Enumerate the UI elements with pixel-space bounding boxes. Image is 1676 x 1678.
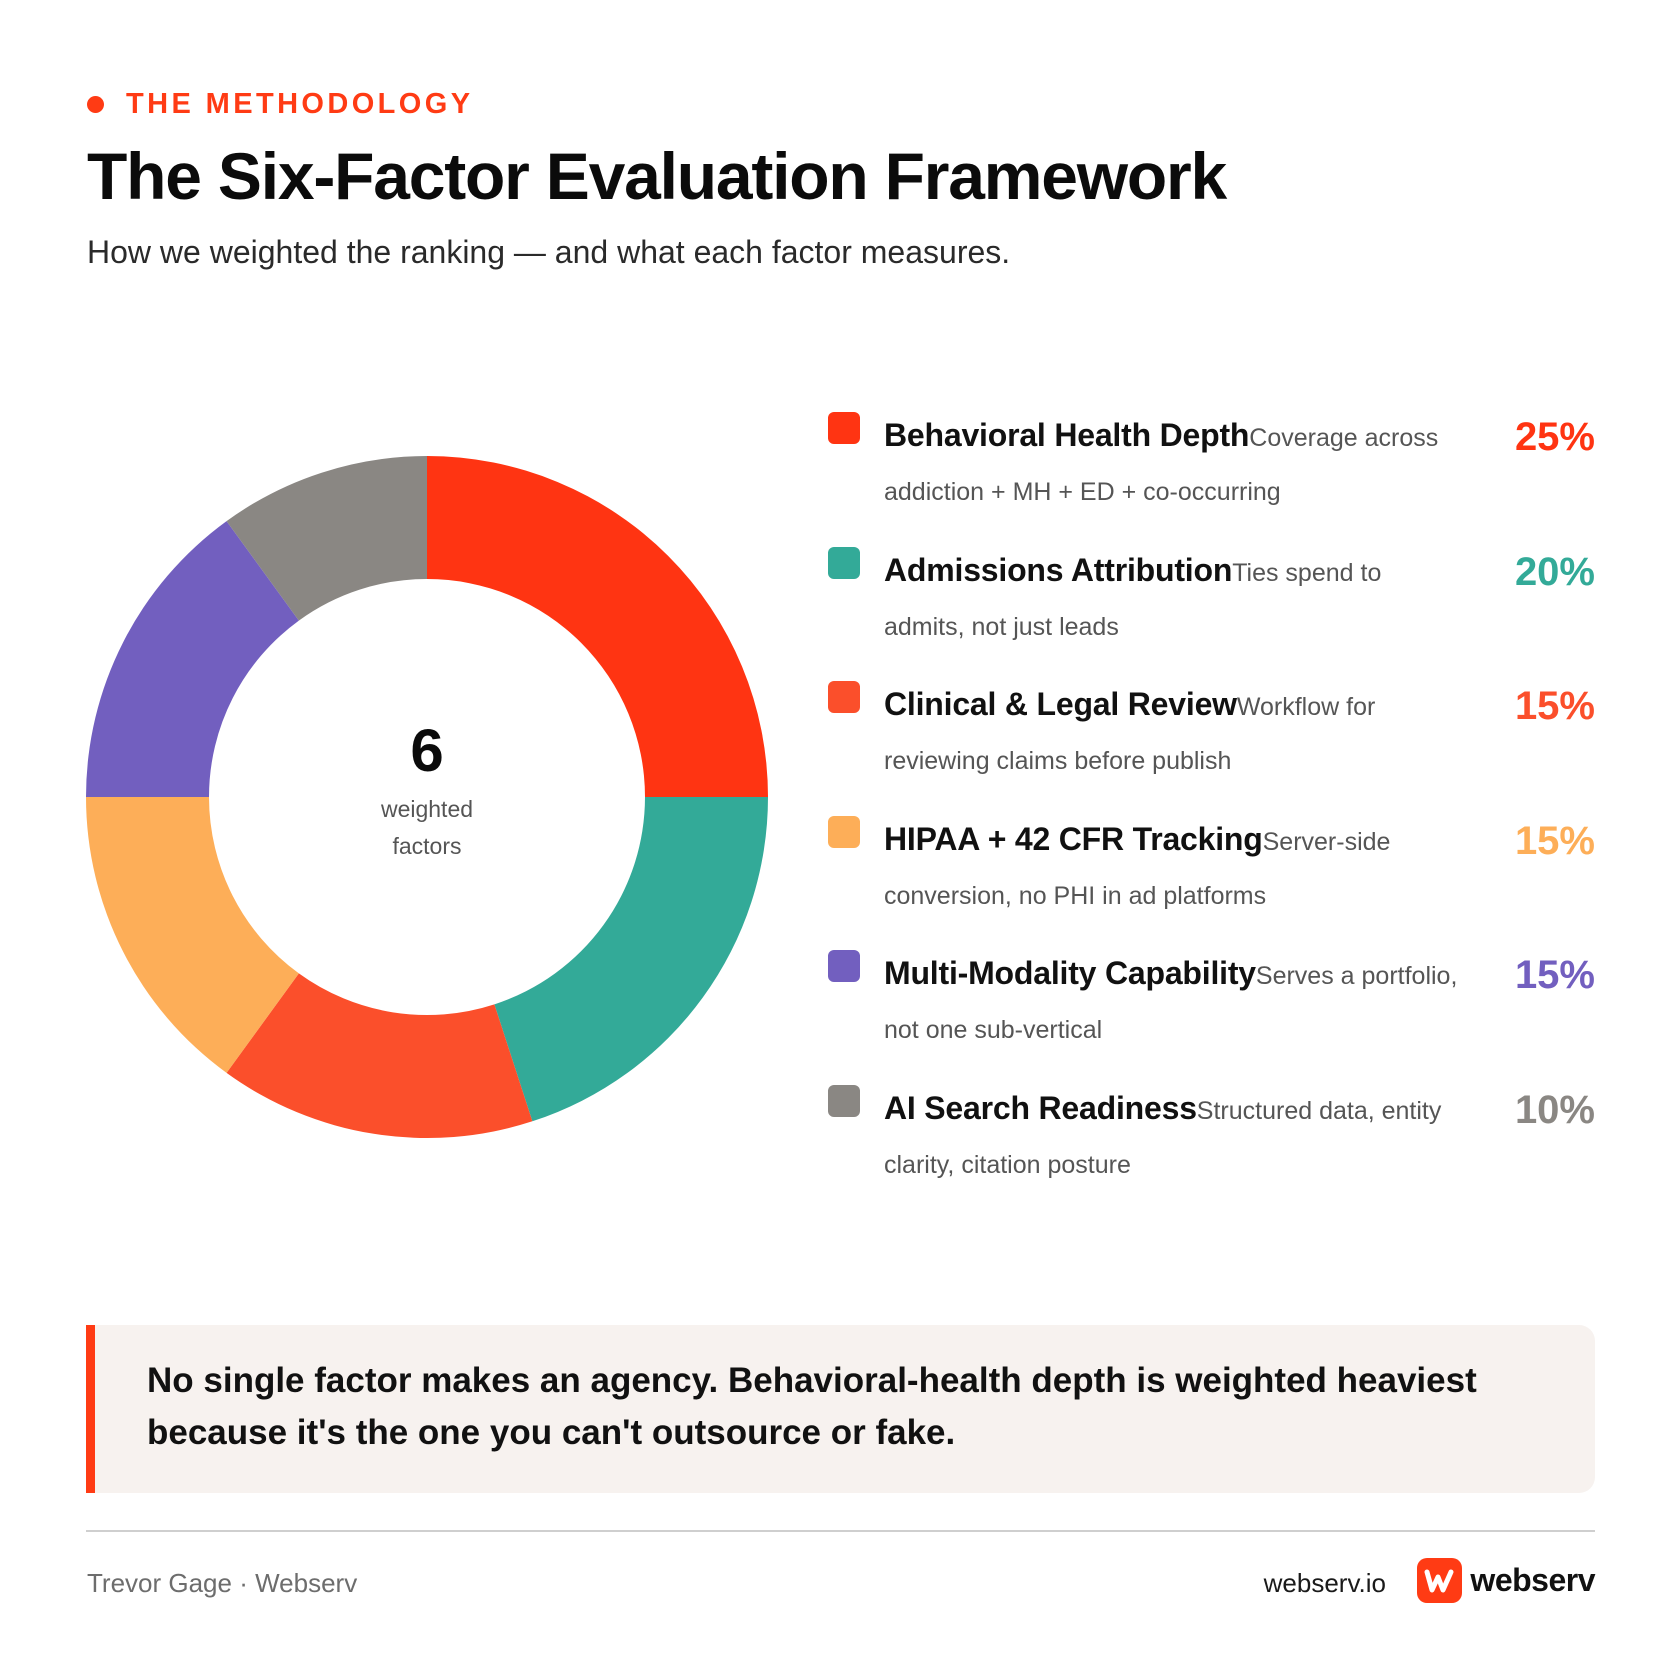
factor-name: Clinical & Legal Review xyxy=(884,686,1237,722)
factor-name: Multi-Modality Capability xyxy=(884,955,1256,991)
donut-slice-6 xyxy=(226,456,427,621)
factor-description: Structured data, entity clarity, citatio… xyxy=(884,1096,1442,1179)
legend-swatch xyxy=(828,815,860,848)
brand-mark-icon xyxy=(1417,1558,1463,1603)
legend-swatch xyxy=(828,546,860,579)
factor-description: Server-side conversion, no PHI in ad pla… xyxy=(884,827,1391,910)
legend-item: Behavioral Health DepthCoverage across a… xyxy=(828,410,1595,545)
factor-name: Admissions Attribution xyxy=(884,551,1233,588)
page-title: The Six-Factor Evaluation Framework xyxy=(87,139,1227,213)
legend-item: Multi-Modality CapabilityServes a portfo… xyxy=(828,948,1595,1083)
donut-slice-1 xyxy=(427,456,768,797)
legend-swatch xyxy=(828,950,860,982)
legend-swatch xyxy=(828,1084,860,1117)
brand-name: webserv xyxy=(1470,1562,1595,1598)
donut-slice-3 xyxy=(226,973,533,1138)
legend-text: Admissions AttributionTies spend to admi… xyxy=(884,545,1459,656)
legend-item: HIPAA + 42 CFR TrackingServer-side conve… xyxy=(828,814,1595,949)
factor-weight: 25% xyxy=(1514,415,1595,459)
factor-name: AI Search Readiness xyxy=(884,1089,1197,1126)
factor-name: Behavioral Health Depth xyxy=(884,417,1250,453)
legend-item: Admissions AttributionTies spend to admi… xyxy=(828,545,1595,680)
factor-description: Serves a portfolio, not one sub-vertical xyxy=(884,962,1458,1044)
donut-chart xyxy=(86,456,768,1138)
legend-item: Clinical & Legal ReviewWorkflow for revi… xyxy=(828,679,1595,814)
legend-item: AI Search ReadinessStructured data, enti… xyxy=(828,1083,1595,1218)
legend-text: AI Search ReadinessStructured data, enti… xyxy=(884,1083,1459,1194)
factor-description: Coverage across addiction + MH + ED + co… xyxy=(884,424,1439,506)
factor-weight: 15% xyxy=(1514,953,1595,997)
legend-swatch xyxy=(828,412,860,444)
callout-text: No single factor makes an agency. Behavi… xyxy=(147,1361,1477,1452)
eyebrow-label: THE METHODOLOGY xyxy=(126,88,474,120)
eyebrow-dot-icon xyxy=(87,96,104,113)
brand-logo: webserv xyxy=(1417,1558,1595,1603)
legend-text: HIPAA + 42 CFR TrackingServer-side conve… xyxy=(884,814,1459,925)
legend-text: Behavioral Health DepthCoverage across a… xyxy=(884,410,1459,521)
donut-slice-4 xyxy=(86,797,299,1073)
factor-weight: 10% xyxy=(1514,1087,1595,1132)
callout-box: No single factor makes an agency. Behavi… xyxy=(86,1325,1595,1493)
chart-legend: Behavioral Health DepthCoverage across a… xyxy=(828,410,1595,1217)
legend-text: Clinical & Legal ReviewWorkflow for revi… xyxy=(884,679,1459,790)
eyebrow: THE METHODOLOGY xyxy=(87,88,473,121)
footer-byline: Trevor Gage · Webserv xyxy=(87,1568,358,1598)
donut-slice-5 xyxy=(86,521,299,797)
donut-slice-2 xyxy=(494,797,768,1122)
factor-weight: 20% xyxy=(1514,549,1595,594)
factor-name: HIPAA + 42 CFR Tracking xyxy=(884,820,1263,857)
factor-weight: 15% xyxy=(1514,818,1595,863)
factor-description: Ties spend to admits, not just leads xyxy=(884,558,1382,641)
factor-weight: 15% xyxy=(1514,684,1595,728)
legend-swatch xyxy=(828,681,860,713)
factor-description: Workflow for reviewing claims before pub… xyxy=(884,693,1376,775)
footer-divider xyxy=(86,1530,1595,1532)
page-subtitle: How we weighted the ranking — and what e… xyxy=(87,234,1011,270)
footer-url-link[interactable]: webserv.io xyxy=(1263,1568,1386,1598)
legend-text: Multi-Modality CapabilityServes a portfo… xyxy=(884,948,1459,1059)
